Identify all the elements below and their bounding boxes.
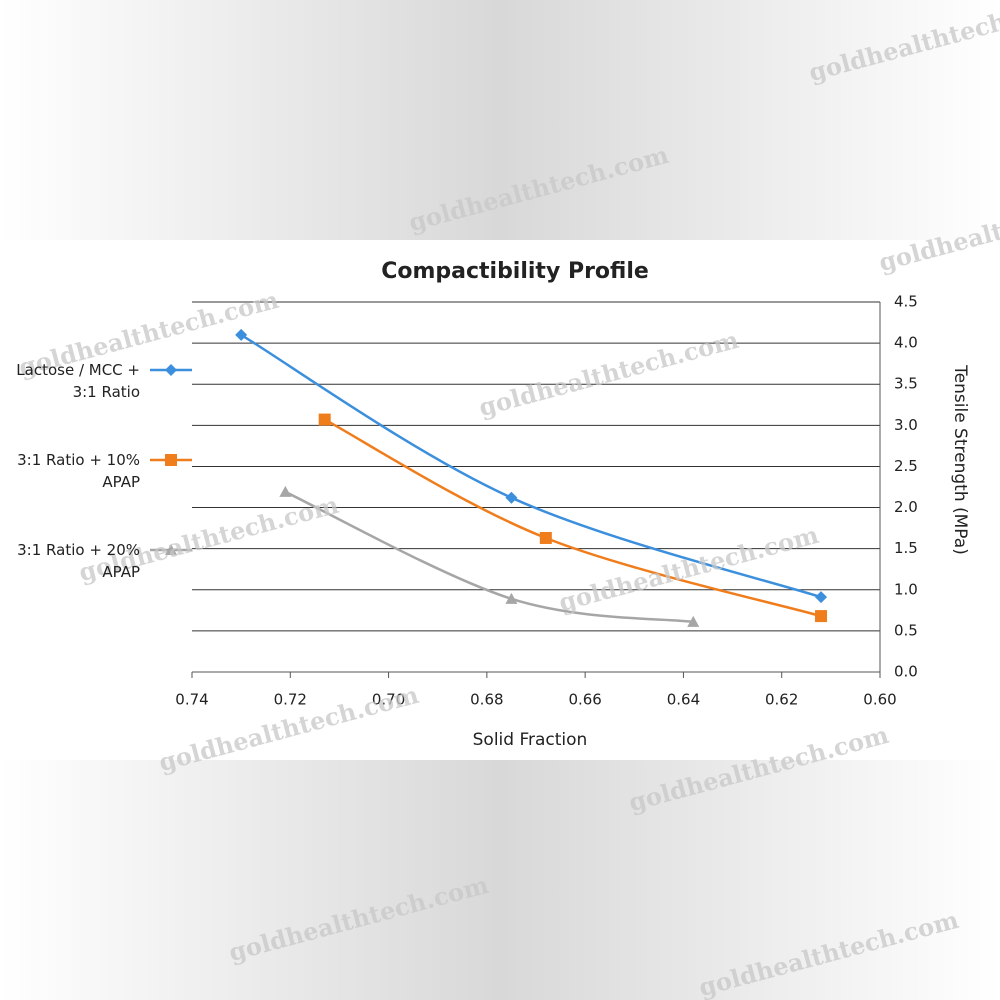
x-axis-label: Solid Fraction	[473, 730, 588, 750]
watermark: goldhealthtech.com	[806, 0, 1000, 87]
y-tick-label: 4.0	[894, 334, 918, 352]
background-band	[0, 0, 1000, 240]
marker	[815, 591, 828, 604]
watermark: goldhealthtech.com	[406, 140, 672, 237]
marker	[165, 364, 177, 376]
legend-label: Lactose / MCC + 3:1 Ratio	[16, 361, 140, 401]
y-tick-label: 4.5	[894, 293, 918, 311]
x-tick-label: 0.60	[863, 691, 896, 709]
y-tick-label: 1.5	[894, 539, 918, 557]
y-tick-label: 3.0	[894, 416, 918, 434]
background-band	[0, 760, 1000, 1000]
x-tick-label: 0.68	[470, 691, 503, 709]
marker	[505, 592, 518, 604]
marker	[539, 531, 552, 544]
marker	[165, 454, 177, 466]
marker	[505, 491, 518, 504]
y-tick-label: 2.5	[894, 457, 918, 475]
marker	[279, 485, 292, 497]
legend-label: 3:1 Ratio + 10% APAP	[17, 451, 140, 491]
legend-label: 3:1 Ratio + 20% APAP	[17, 541, 140, 581]
y-tick-label: 2.0	[894, 498, 918, 516]
watermark: goldhealthtech.com	[556, 520, 822, 617]
y-tick-label: 1.0	[894, 580, 918, 598]
watermark: goldhealthtech.com	[876, 180, 1000, 277]
x-tick-label: 0.72	[274, 691, 307, 709]
x-tick-label: 0.62	[765, 691, 798, 709]
marker	[165, 544, 177, 555]
chart-title: Compactibility Profile	[381, 259, 649, 284]
watermark: goldhealthtech.com	[626, 720, 892, 817]
x-tick-label: 0.64	[667, 691, 700, 709]
x-tick-label: 0.66	[568, 691, 601, 709]
y-tick-label: 0.0	[894, 663, 918, 681]
watermark: goldhealthtech.com	[476, 325, 742, 422]
y-tick-label: 0.5	[894, 621, 918, 639]
marker	[687, 615, 700, 627]
marker	[235, 328, 248, 341]
x-tick-label: 0.74	[175, 691, 208, 709]
watermark: goldhealthtech.com	[696, 905, 962, 1000]
marker	[815, 610, 828, 623]
y-axis-label: Tensile Strength (MPa)	[950, 364, 970, 555]
x-tick-label: 0.70	[372, 691, 405, 709]
y-tick-label: 3.5	[894, 375, 918, 393]
watermark: goldhealthtech.com	[226, 870, 492, 967]
marker	[318, 413, 331, 426]
